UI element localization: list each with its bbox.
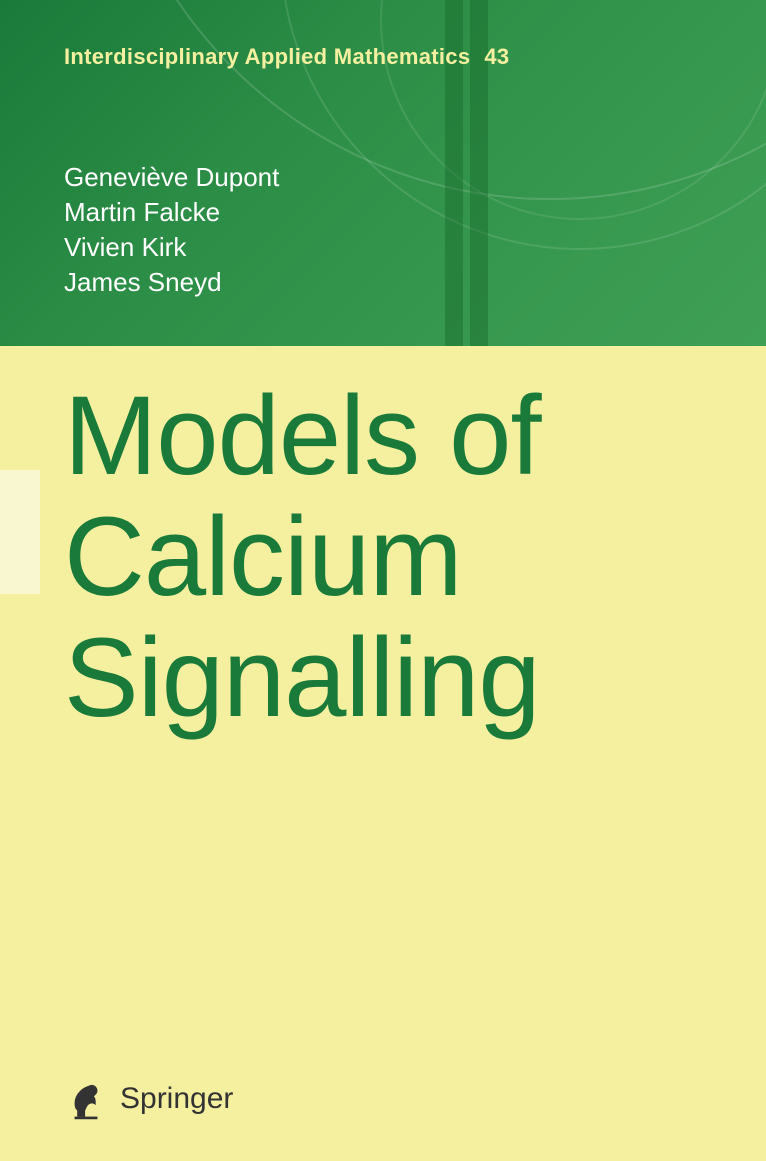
springer-horse-icon bbox=[64, 1077, 108, 1121]
author-list: Geneviève Dupont Martin Falcke Vivien Ki… bbox=[64, 160, 279, 300]
series-label: Interdisciplinary Applied Mathematics 43 bbox=[64, 44, 509, 70]
series-name: Interdisciplinary Applied Mathematics bbox=[64, 44, 470, 69]
author-name: James Sneyd bbox=[64, 265, 279, 300]
series-number: 43 bbox=[484, 44, 509, 69]
publisher-name: Springer bbox=[120, 1082, 233, 1116]
book-title: Models of Calcium Signalling bbox=[64, 376, 541, 739]
decorative-accent bbox=[0, 470, 40, 594]
title-line: Calcium bbox=[64, 497, 541, 618]
cover-top-panel: Interdisciplinary Applied Mathematics43 … bbox=[0, 0, 766, 346]
publisher-block: Springer bbox=[64, 1077, 233, 1121]
title-line: Models of bbox=[64, 376, 541, 497]
author-name: Vivien Kirk bbox=[64, 230, 279, 265]
author-name: Martin Falcke bbox=[64, 195, 279, 230]
title-line: Signalling bbox=[64, 618, 541, 739]
author-name: Geneviève Dupont bbox=[64, 160, 279, 195]
